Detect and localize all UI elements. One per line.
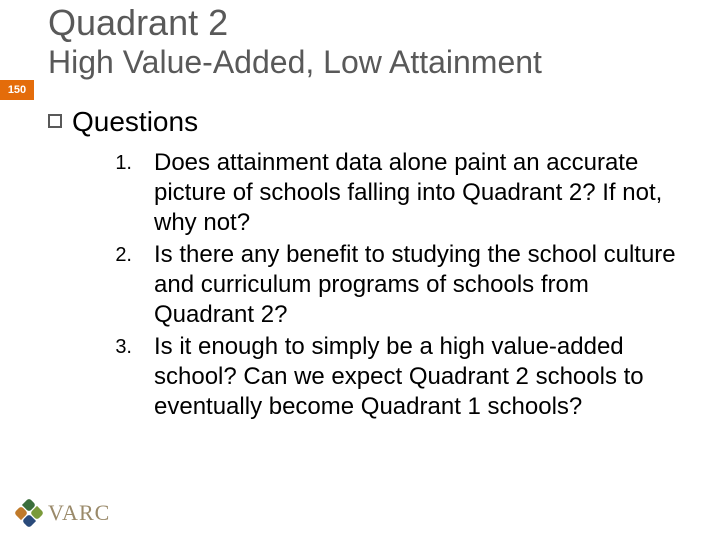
slide-title-line1: Quadrant 2 — [48, 2, 228, 44]
logo: VARC — [16, 500, 110, 526]
list-item: 1. Does attainment data alone paint an a… — [108, 148, 690, 238]
list-item-text: Does attainment data alone paint an accu… — [154, 148, 690, 238]
question-list: 1. Does attainment data alone paint an a… — [108, 148, 690, 422]
section-title: Questions — [72, 106, 198, 138]
list-item: 2. Is there any benefit to studying the … — [108, 240, 690, 330]
slide: Quadrant 2 High Value-Added, Low Attainm… — [0, 0, 720, 540]
list-item-text: Is there any benefit to studying the sch… — [154, 240, 690, 330]
list-item: 3. Is it enough to simply be a high valu… — [108, 332, 690, 422]
page-number-badge: 150 — [0, 80, 34, 100]
list-item-number: 1. — [108, 148, 132, 238]
logo-text: VARC — [48, 500, 110, 526]
slide-title-line2: High Value-Added, Low Attainment — [48, 44, 542, 81]
square-bullet-icon — [48, 114, 62, 128]
list-item-number: 3. — [108, 332, 132, 422]
list-item-text: Is it enough to simply be a high value-a… — [154, 332, 690, 422]
logo-pinwheel-icon — [16, 500, 42, 526]
content-area: Questions 1. Does attainment data alone … — [48, 106, 690, 424]
section-header: Questions — [48, 106, 690, 138]
list-item-number: 2. — [108, 240, 132, 330]
